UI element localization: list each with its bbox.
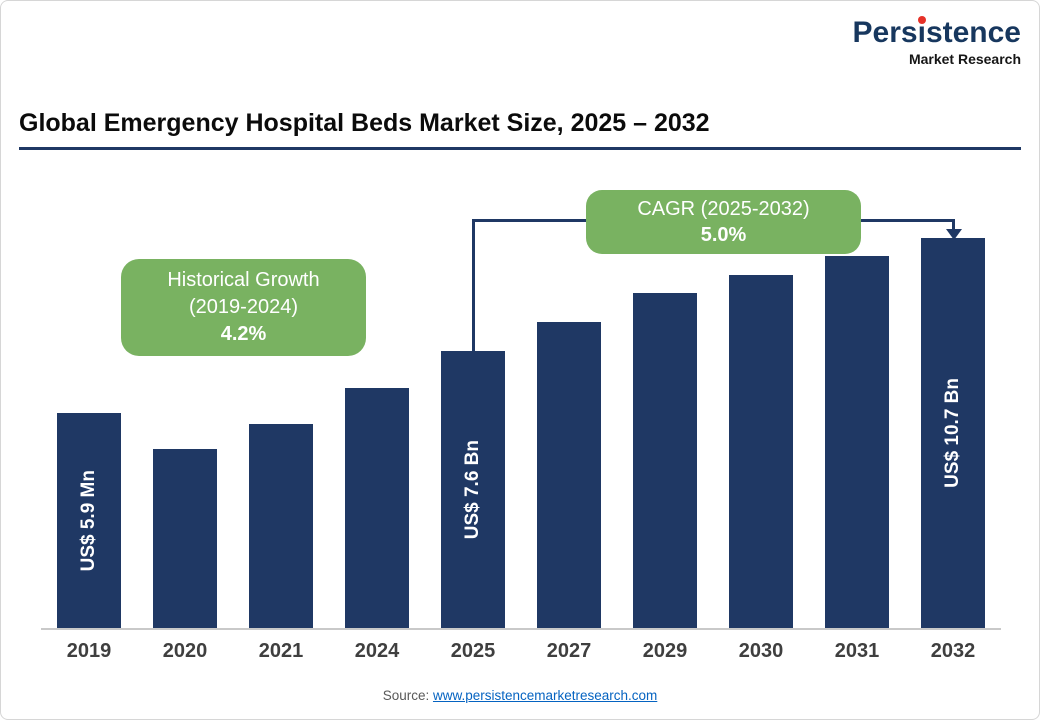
bar-2029: [633, 293, 697, 628]
page-title: Global Emergency Hospital Beds Market Si…: [19, 109, 710, 137]
historical-growth-line2: (2019-2024): [189, 296, 298, 318]
bar-value-label: US$ 5.9 Mn: [78, 469, 99, 572]
bar-2027: [537, 322, 601, 628]
x-axis-label: 2031: [834, 640, 880, 662]
cagr-badge: CAGR (2025-2032) 5.0%: [586, 190, 861, 254]
x-axis-label: 2019: [66, 640, 112, 662]
bar-2030: [729, 275, 793, 628]
bar-slot: US$ 10.7 Bn: [905, 238, 1001, 628]
x-axis-line: [41, 628, 1001, 630]
cagr-connector-left-horizontal: [473, 219, 586, 222]
bar-value-label: US$ 7.6 Bn: [462, 439, 483, 540]
bar-2025: US$ 7.6 Bn: [441, 351, 505, 628]
historical-growth-value: 4.2%: [220, 323, 267, 345]
bar-2024: [345, 388, 409, 628]
logo-part2: stence: [925, 16, 1021, 49]
historical-growth-badge: Historical Growth (2019-2024) 4.2%: [121, 259, 366, 356]
bar-slot: US$ 7.6 Bn: [425, 351, 521, 628]
source-label: Source:: [382, 688, 433, 703]
bar-slot: [809, 256, 905, 628]
bar-chart: US$ 5.9 Mn US$ 7.6 Bn US$ 10.7 Bn: [41, 220, 1001, 628]
source-link[interactable]: www.persistencemarketresearch.com: [432, 688, 658, 703]
cagr-value: 5.0%: [700, 224, 747, 246]
bar-value-label: US$ 10.7 Bn: [942, 378, 963, 488]
logo-subtitle: Market Research: [908, 50, 1021, 67]
x-axis-label: 2021: [258, 640, 304, 662]
bar-slot: [521, 322, 617, 628]
arrow-down-icon: [946, 229, 962, 240]
bar-slot: US$ 5.9 Mn: [41, 413, 137, 628]
bar-2020: [153, 449, 217, 628]
cagr-connector-left-vertical: [472, 219, 475, 351]
x-axis-label: 2027: [546, 640, 592, 662]
title-underline: [19, 147, 1021, 150]
logo-wordmark: Persistence: [853, 17, 1021, 49]
bar-2032: US$ 10.7 Bn: [921, 238, 985, 628]
bar-2019: US$ 5.9 Mn: [57, 413, 121, 628]
bar-slot: [137, 449, 233, 628]
bar-slot: [713, 275, 809, 628]
x-axis-label: 2025: [450, 640, 496, 662]
cagr-connector-right-vertical: [952, 219, 955, 231]
x-axis-labels: 2019 2020 2021 2024 2025 2027 2029 2030 2031 2032: [41, 640, 1001, 663]
cagr-line1: CAGR (2025-2032): [637, 198, 810, 220]
x-axis-label: 2030: [738, 640, 784, 662]
cagr-connector-right-horizontal: [861, 219, 955, 222]
x-axis-label: 2032: [930, 640, 976, 662]
logo-red-dot-i: i: [917, 16, 926, 49]
bar-2021: [249, 424, 313, 628]
bar-slot: [617, 293, 713, 628]
source-note: Source: www.persistencemarketresearch.co…: [1, 688, 1039, 703]
bar-slot: [233, 424, 329, 628]
x-axis-label: 2029: [642, 640, 688, 662]
bar-slot: [329, 388, 425, 628]
logo: Persistence Market Research: [853, 17, 1021, 67]
x-axis-label: 2020: [162, 640, 208, 662]
x-axis-label: 2024: [354, 640, 400, 662]
bar-2031: [825, 256, 889, 628]
historical-growth-line1: Historical Growth: [167, 269, 320, 291]
logo-part1: Pers: [852, 16, 918, 49]
